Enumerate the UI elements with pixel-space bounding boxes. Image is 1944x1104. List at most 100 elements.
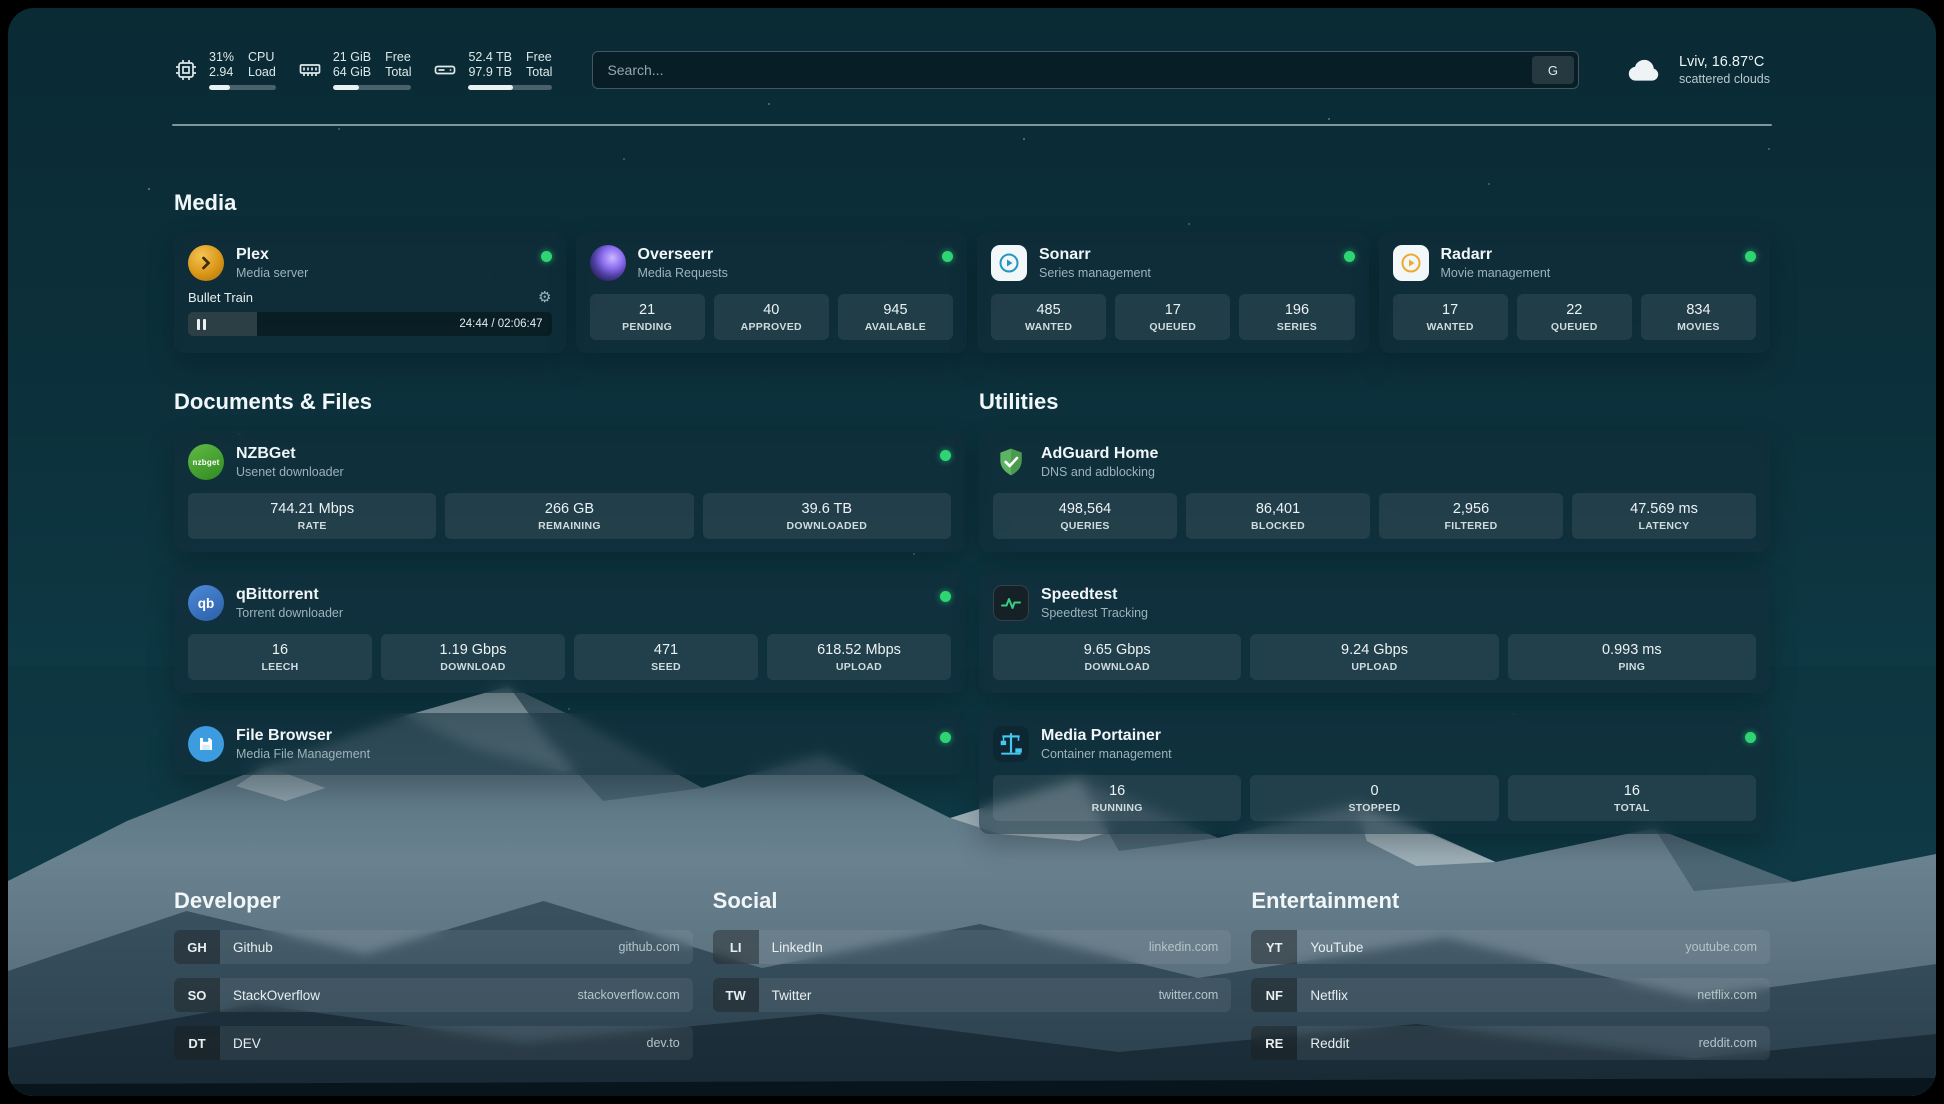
stat-seed: 471 SEED xyxy=(574,634,758,680)
cpu-label: CPU xyxy=(248,50,275,64)
disk-widget: 52.4 TB 97.9 TB Free Total xyxy=(433,50,553,90)
service-name: qBittorrent xyxy=(236,586,319,603)
service-name: Radarr xyxy=(1440,246,1493,263)
cpu-widget: 31% 2.94 CPU Load xyxy=(174,50,276,90)
plex-icon xyxy=(188,245,224,281)
disk-drive-icon xyxy=(433,58,457,82)
stat-queries: 498,564 QUERIES xyxy=(993,493,1177,539)
weather-condition: scattered clouds xyxy=(1678,72,1770,86)
now-playing-title: Bullet Train xyxy=(188,290,254,305)
cpu-chip-icon xyxy=(174,58,198,82)
bookmark-abbr: GH xyxy=(174,930,220,964)
bookmark-abbr: NF xyxy=(1251,978,1298,1012)
portainer-card[interactable]: Media Portainer Container management 16 … xyxy=(979,713,1770,834)
bookmark-url: linkedin.com xyxy=(1148,940,1219,954)
disk-total-label: Total xyxy=(526,65,553,79)
service-subtitle: Media File Management xyxy=(236,747,371,761)
cpu-percent: 31% xyxy=(209,50,235,64)
stat-movies: 834 MOVIES xyxy=(1640,294,1757,340)
status-dot xyxy=(942,251,953,262)
bookmark-youtube[interactable]: YT YouTube youtube.com xyxy=(1251,930,1770,964)
bookmark-dev[interactable]: DT DEV dev.to xyxy=(174,1026,693,1060)
filebrowser-icon xyxy=(188,726,224,762)
service-subtitle: Media server xyxy=(236,266,309,280)
status-dot xyxy=(1745,732,1756,743)
status-dot xyxy=(1343,251,1355,262)
pause-icon[interactable] xyxy=(197,318,206,330)
bookmark-netflix[interactable]: NF Netflix netflix.com xyxy=(1251,978,1770,1012)
memory-total-label: Total xyxy=(385,65,412,79)
bookmark-name: LinkedIn xyxy=(771,939,823,955)
disk-free-value: 52.4 TB xyxy=(468,50,513,64)
disk-free-label: Free xyxy=(526,50,552,64)
bookmark-name: Reddit xyxy=(1310,1035,1350,1051)
nzbget-card[interactable]: nzbget NZBGet Usenet downloader 744.21 M… xyxy=(174,431,965,552)
bookmark-abbr: DT xyxy=(174,1026,220,1060)
bookmarks-developer: Developer GH Github github.com SO StackO… xyxy=(174,888,693,1060)
bookmark-abbr: RE xyxy=(1251,1026,1298,1060)
service-name: Speedtest xyxy=(1041,586,1118,603)
bookmark-stackoverflow[interactable]: SO StackOverflow stackoverflow.com xyxy=(174,978,693,1012)
stat-queued: 17 QUEUED xyxy=(1115,294,1231,340)
playback-progress-bar[interactable]: 24:44 / 02:06:47 xyxy=(188,312,552,336)
status-dot xyxy=(1745,251,1756,262)
section-title-developer: Developer xyxy=(174,888,281,913)
memory-free-value: 21 GiB xyxy=(332,50,372,64)
top-bar: 31% 2.94 CPU Load xyxy=(174,48,1770,92)
stat-upload: 9.24 Gbps UPLOAD xyxy=(1250,634,1499,680)
radarr-card[interactable]: Radarr Movie management 17 WANTED 22 QUE… xyxy=(1378,232,1770,353)
cpu-load-label: Load xyxy=(248,65,276,79)
gear-icon[interactable]: ⚙ xyxy=(538,289,552,306)
search-bar: G xyxy=(592,51,1579,89)
service-name: Overseerr xyxy=(637,246,714,263)
service-subtitle: Media Requests xyxy=(637,266,728,280)
bookmark-github[interactable]: GH Github github.com xyxy=(174,930,693,964)
stat-upload: 618.52 Mbps UPLOAD xyxy=(767,634,951,680)
stat-download: 1.19 Gbps DOWNLOAD xyxy=(381,634,565,680)
search-input[interactable] xyxy=(592,51,1579,89)
status-dot xyxy=(540,251,552,262)
sonarr-icon xyxy=(991,245,1027,281)
radarr-icon xyxy=(1392,245,1429,281)
status-dot xyxy=(940,591,951,602)
speedtest-card[interactable]: Speedtest Speedtest Tracking 9.65 Gbps D… xyxy=(979,572,1770,693)
header-divider xyxy=(172,124,1772,126)
memory-total-value: 64 GiB xyxy=(332,65,372,79)
bookmark-linkedin[interactable]: LI LinkedIn linkedin.com xyxy=(712,930,1232,964)
status-dot xyxy=(940,732,951,743)
service-subtitle: Container management xyxy=(1041,747,1172,761)
bookmark-reddit[interactable]: RE Reddit reddit.com xyxy=(1251,1026,1770,1060)
filebrowser-card[interactable]: File Browser Media File Management xyxy=(174,713,965,775)
bookmark-abbr: LI xyxy=(712,930,759,964)
plex-card[interactable]: Plex Media server Bullet Train ⚙ 24:44 /… xyxy=(174,232,566,353)
dashboard-frame: 31% 2.94 CPU Load xyxy=(8,8,1936,1096)
overseerr-card[interactable]: Overseerr Media Requests 21 PENDING 40 A… xyxy=(575,232,967,353)
media-grid: Plex Media server Bullet Train ⚙ 24:44 /… xyxy=(174,232,1770,353)
stat-running: 16 RUNNING xyxy=(993,775,1242,821)
bookmark-abbr: SO xyxy=(174,978,220,1012)
bookmark-abbr: YT xyxy=(1251,930,1298,964)
stat-blocked: 86,401 BLOCKED xyxy=(1186,493,1370,539)
bookmark-url: youtube.com xyxy=(1685,940,1757,954)
bookmark-twitter[interactable]: TW Twitter twitter.com xyxy=(712,978,1232,1012)
bookmark-name: Github xyxy=(233,939,273,955)
search-provider-button[interactable]: G xyxy=(1531,56,1574,84)
cpu-usage-bar xyxy=(209,85,276,90)
playback-time: 24:44 / 02:06:47 xyxy=(459,318,543,330)
adguard-card[interactable]: AdGuard Home DNS and adblocking 498,564 … xyxy=(979,431,1770,552)
service-subtitle: Torrent downloader xyxy=(236,606,344,620)
stat-leech: 16 LEECH xyxy=(188,634,372,680)
overseerr-icon xyxy=(589,245,626,281)
resource-widgets: 31% 2.94 CPU Load xyxy=(174,50,553,90)
documents-column: Documents & Files nzbget NZBGet Usenet d… xyxy=(174,389,965,775)
stat-latency: 47.569 ms LATENCY xyxy=(1572,493,1756,539)
service-subtitle: Speedtest Tracking xyxy=(1041,606,1149,620)
weather-location: Lviv, 16.87°C xyxy=(1678,54,1765,70)
section-title-media: Media xyxy=(174,190,237,215)
section-title-social: Social xyxy=(712,888,778,913)
bookmark-url: dev.to xyxy=(646,1036,680,1050)
disk-usage-bar xyxy=(468,85,553,90)
qbittorrent-card[interactable]: qb qBittorrent Torrent downloader 16 LEE… xyxy=(174,572,965,693)
sonarr-card[interactable]: Sonarr Series management 485 WANTED 17 Q… xyxy=(977,232,1369,353)
stat-total: 16 TOTAL xyxy=(1507,775,1756,821)
